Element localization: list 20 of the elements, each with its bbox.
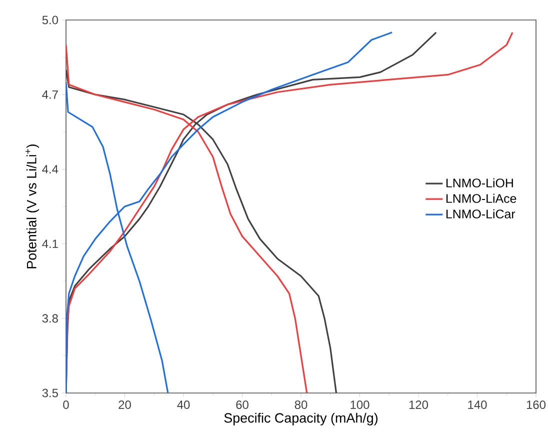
x-tick-label: 160 xyxy=(526,400,546,409)
y-tick-label: 4.7 xyxy=(42,90,58,99)
x-tick-label: 60 xyxy=(236,400,248,409)
legend-label: LNMO-LiOH xyxy=(446,178,513,188)
y-tick-label: 4.4 xyxy=(42,165,58,174)
x-tick-label: 20 xyxy=(118,400,131,409)
x-tick-label: 100 xyxy=(350,400,370,409)
x-axis-title: Specific Capacity (mAh/g) xyxy=(224,412,378,426)
x-tick-label: 0 xyxy=(63,400,69,409)
legend-label: LNMO-LiCar xyxy=(446,209,516,218)
x-tick-label: 140 xyxy=(468,400,487,409)
x-tick-label: 40 xyxy=(177,400,190,409)
y-tick-label: 5.0 xyxy=(42,16,58,24)
y-tick-label: 3.5 xyxy=(42,388,58,398)
y-tick-label: 3.8 xyxy=(42,314,58,323)
x-tick-label: 80 xyxy=(294,400,308,409)
y-tick-label: 4.1 xyxy=(42,240,58,248)
legend-label: LNMO-LiAce xyxy=(446,194,516,203)
y-axis-title: Potential (V vs Li/Li$^{+}$) xyxy=(26,144,40,268)
x-tick-label: 120 xyxy=(409,400,428,409)
